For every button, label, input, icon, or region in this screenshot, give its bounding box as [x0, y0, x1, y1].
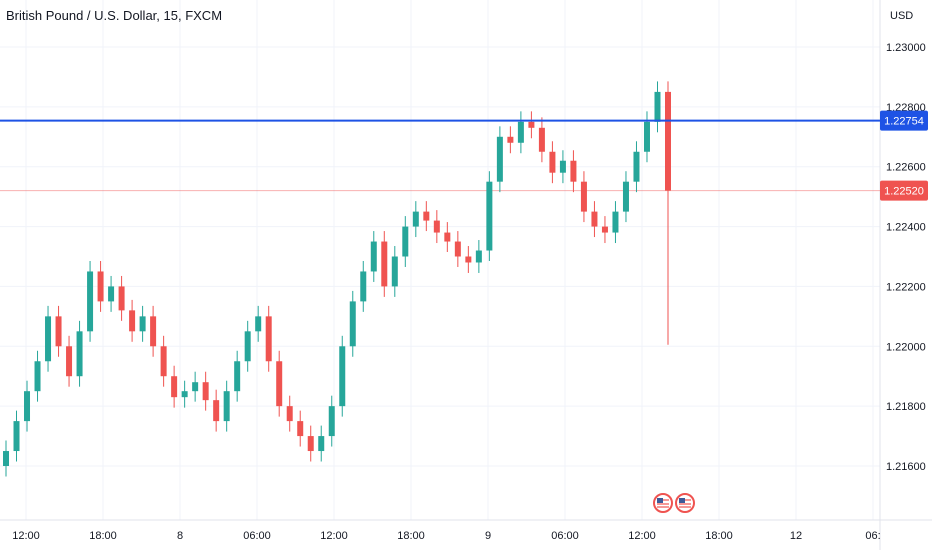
candle-body	[276, 361, 283, 407]
candle-body	[538, 127, 545, 152]
candle-body	[486, 181, 493, 251]
candle-body	[297, 421, 304, 437]
horizontal-line-tag	[880, 110, 928, 131]
candle-body	[213, 400, 220, 422]
candle-body	[150, 316, 157, 347]
candle-body	[454, 241, 461, 257]
candle-body	[412, 211, 419, 227]
price-tick-label: 1.22400	[886, 222, 926, 234]
candle-body	[370, 241, 377, 272]
candle-body	[570, 160, 577, 182]
time-tick-label: 12:00	[12, 530, 40, 542]
candle-body	[591, 211, 598, 227]
candle-body	[517, 121, 524, 143]
candle-body	[381, 241, 388, 287]
candle-body	[202, 382, 209, 401]
candle-body	[192, 382, 199, 392]
candle-body	[391, 256, 398, 287]
candle-body	[318, 436, 325, 452]
candle-body	[475, 250, 482, 263]
candle-body	[97, 271, 104, 302]
time-tick-label: 12:00	[320, 530, 348, 542]
candle-body	[223, 391, 230, 422]
price-tick-label: 1.22200	[886, 281, 926, 293]
candle-body	[465, 256, 472, 263]
price-tick-label: 1.23000	[886, 42, 926, 54]
candle-body	[549, 151, 556, 173]
candle-body	[171, 376, 178, 398]
candle-body	[160, 346, 167, 377]
candle-body	[24, 391, 31, 422]
candle-body	[234, 361, 241, 392]
candle-body	[339, 346, 346, 407]
price-tick-label: 1.22000	[886, 341, 926, 353]
time-tick-label: 06:00	[243, 530, 271, 542]
candle-body	[433, 220, 440, 233]
candle-body	[129, 310, 136, 332]
candle-body	[633, 151, 640, 182]
candle-body	[423, 211, 430, 221]
candle-body	[265, 316, 272, 362]
candle-body	[87, 271, 94, 332]
candle-body	[360, 271, 367, 302]
candle-body	[181, 391, 188, 398]
candle-body	[66, 346, 73, 377]
chart-title: British Pound / U.S. Dollar, 15, FXCM	[6, 8, 223, 23]
candle-body	[328, 406, 335, 437]
candle-body	[13, 421, 20, 452]
candle-body	[139, 316, 146, 332]
candle-body	[622, 181, 629, 212]
candle-body	[496, 136, 503, 182]
candle-body	[654, 91, 661, 122]
us-flag-icon	[657, 498, 663, 503]
candle-body	[580, 181, 587, 212]
candle-body	[402, 226, 409, 257]
last-price-tag	[880, 180, 928, 201]
candle-body	[528, 121, 535, 128]
time-tick-label: 06:	[865, 530, 880, 542]
time-tick-label: 12:00	[628, 530, 656, 542]
candle-body	[444, 232, 451, 242]
candle-body	[244, 331, 251, 362]
time-tick-label: 06:00	[551, 530, 579, 542]
candle-body	[286, 406, 293, 422]
us-flag-icon	[679, 498, 685, 503]
candle-body	[108, 286, 115, 302]
candle-body	[34, 361, 41, 392]
candle-body	[349, 301, 356, 347]
candle-body	[307, 436, 314, 452]
candle-body	[612, 211, 619, 233]
time-tick-label: 8	[177, 530, 183, 542]
candle-body	[559, 160, 566, 173]
price-tick-label: 1.21800	[886, 401, 926, 413]
candle-body	[601, 226, 608, 233]
candle-body	[118, 286, 125, 311]
price-tick-label: 1.21600	[886, 461, 926, 473]
last-price-tag-label: 1.22520	[884, 186, 924, 198]
price-tick-label: 1.22600	[886, 162, 926, 174]
time-tick-label: 18:00	[397, 530, 425, 542]
candle-body	[45, 316, 52, 362]
time-tick-label: 18:00	[705, 530, 733, 542]
candle-body	[76, 331, 83, 377]
candle-body	[55, 316, 62, 347]
candle-body	[507, 136, 514, 143]
time-tick-label: 18:00	[89, 530, 117, 542]
candle-body	[255, 316, 262, 332]
time-tick-label: 12	[790, 530, 802, 542]
time-tick-label: 9	[485, 530, 491, 542]
horizontal-line-tag-label: 1.22754	[884, 116, 924, 128]
candle-body	[643, 121, 650, 152]
candle-body	[3, 451, 9, 466]
price-axis-unit: USD	[890, 10, 913, 22]
